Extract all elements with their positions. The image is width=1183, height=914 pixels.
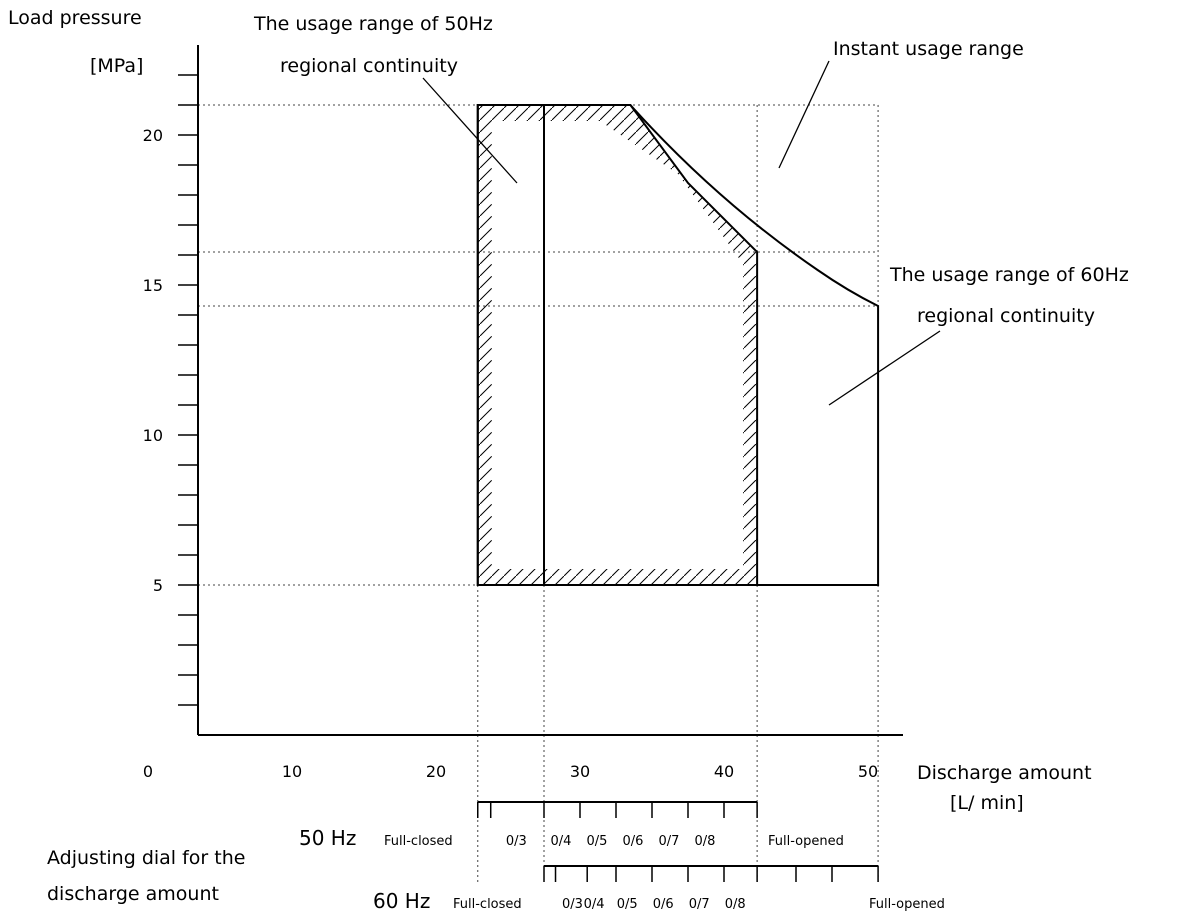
x-tick-label-0: 0 [143,762,153,781]
dial-60hz-marks: 0/3 0/4 0/5 0/6 0/7 0/8 [562,897,746,912]
y-tick-label-15: 15 [143,276,163,295]
dial-50hz-mark-2: 0/5 [587,834,608,849]
y-tick-label-10: 10 [143,426,163,445]
dial-50hz-marks: 0/3 0/4 0/5 0/6 0/7 0/8 [506,834,716,849]
dial-50hz-mark-3: 0/6 [623,834,644,849]
dial-60hz-mark-5: 0/8 [725,897,746,912]
hatch-50hz-band [477,105,758,585]
region-instant-usage [476,104,880,586]
dial-50hz-mark-4: 0/7 [659,834,680,849]
leader-instant [778,60,830,169]
dial-60hz-opened-label: Full-opened [869,897,945,912]
dial-60hz-closed-label: Full-closed [453,897,522,912]
adjusting-dial-scales [477,801,879,882]
annotation-instant-range: Instant usage range [833,38,1024,60]
x-tick-label-20: 20 [426,762,446,781]
usage-regions [476,104,880,586]
x-tick-label-50: 50 [858,762,878,781]
dial-60hz-mark-3: 0/6 [653,897,674,912]
x-tick-label-30: 30 [570,762,590,781]
x-tick-label-40: 40 [714,762,734,781]
y-axis-label: Load pressure [8,7,142,29]
dial-title-line1: Adjusting dial for the [47,847,245,869]
dial-60hz-mark-0: 0/3 [562,897,583,912]
annotation-50hz-range-line2: regional continuity [280,55,458,77]
y-tick-marks [178,74,198,706]
dial-60hz-label: 60 Hz [373,889,430,913]
annotation-60hz-range-line2: regional continuity [917,305,1095,327]
leader-60hz [828,330,941,406]
dial-50hz-closed-label: Full-closed [384,834,453,849]
annotation-50hz-range-line1: The usage range of 50Hz [253,13,493,35]
y-tick-label-5: 5 [153,576,163,595]
dial-50hz-mark-0: 0/3 [506,834,527,849]
dial-60hz-mark-2: 0/5 [617,897,638,912]
x-axis-unit: [L/ min] [950,792,1024,814]
tick-labels: 0 10 20 30 40 50 5 10 15 20 [143,126,879,781]
dial-50hz-mark-5: 0/8 [695,834,716,849]
x-tick-label-10: 10 [282,762,302,781]
x-axis-label: Discharge amount [917,762,1092,784]
dial-50hz-mark-1: 0/4 [551,834,572,849]
dial-60hz-mark-1: 0/4 [584,897,605,912]
dial-50hz-label: 50 Hz [299,826,356,850]
y-axis-unit: [MPa] [90,55,143,77]
y-tick-label-20: 20 [143,126,163,145]
axes [178,45,903,736]
dial-60hz-mark-4: 0/7 [689,897,710,912]
leader-50hz [422,77,518,184]
dial-50hz-opened-label: Full-opened [768,834,844,849]
region-50hz-continuity [476,104,759,586]
annotation-60hz-range-line1: The usage range of 60Hz [889,264,1129,286]
dial-title-line2: discharge amount [47,883,219,905]
